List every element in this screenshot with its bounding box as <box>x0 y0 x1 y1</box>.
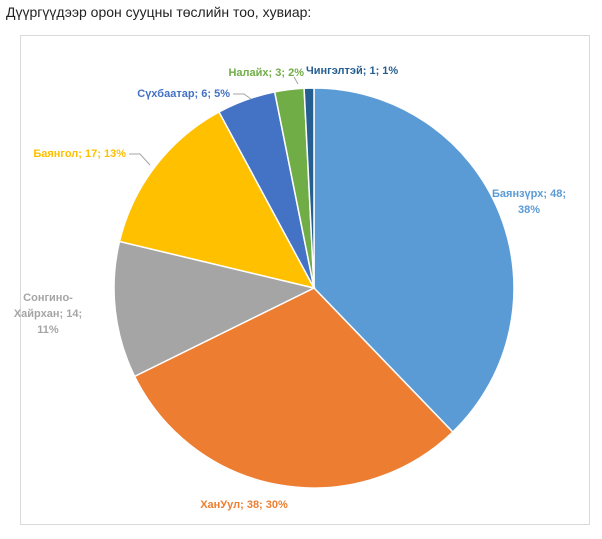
pie-slice-1 <box>313 87 515 434</box>
pie-slice-4 <box>118 110 316 290</box>
data-label-2: ХанУул; 38; 30% <box>200 499 288 511</box>
data-label-6: Налайх; 3; 2% <box>228 67 304 79</box>
data-label-3: Сонгино-Хайрхан; 14; 11% <box>14 292 82 336</box>
data-label-4: Баянгол; 17; 13% <box>33 148 126 160</box>
pie-slice-3 <box>113 240 317 378</box>
leader-line-6 <box>293 76 299 85</box>
data-label-1: Баянзүрх; 48; 38% <box>492 188 566 216</box>
leader-line-4 <box>129 153 151 166</box>
data-label-5: Сүхбаатар; 6; 5% <box>137 88 230 100</box>
data-label-7: Чингэлтэй; 1; 1% <box>306 65 398 77</box>
page-title: Дүүргүүдээр орон сууцны төслийн тоо, хув… <box>6 4 312 20</box>
leader-line-5 <box>233 93 252 100</box>
pie-slice-7 <box>303 87 315 289</box>
